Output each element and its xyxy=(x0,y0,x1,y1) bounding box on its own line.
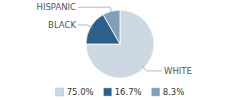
slice xyxy=(103,10,120,44)
slice-labels: WHITE BLACK HISPANIC xyxy=(37,2,192,76)
slice-label: HISPANIC xyxy=(37,2,77,12)
legend-item: 16.7% xyxy=(104,87,142,97)
legend-swatch xyxy=(152,88,160,96)
chart: WHITE BLACK HISPANIC 75.0% 16.7% 8.3% xyxy=(0,0,240,100)
chart-container: WHITE BLACK HISPANIC 75.0% 16.7% 8.3% xyxy=(0,0,240,100)
legend-item: 75.0% xyxy=(56,87,94,97)
leader-line xyxy=(78,25,93,28)
legend-swatch xyxy=(56,88,64,96)
slice-label: BLACK xyxy=(48,20,76,30)
legend-item: 8.3% xyxy=(152,87,185,97)
legend: 75.0% 16.7% 8.3% xyxy=(56,87,185,97)
legend-label: 8.3% xyxy=(163,87,185,97)
legend-label: 75.0% xyxy=(67,87,94,97)
legend-swatch xyxy=(104,88,112,96)
legend-label: 16.7% xyxy=(115,87,142,97)
leader-line xyxy=(78,7,112,14)
leader-line xyxy=(142,66,162,71)
slice-label: WHITE xyxy=(164,66,192,76)
